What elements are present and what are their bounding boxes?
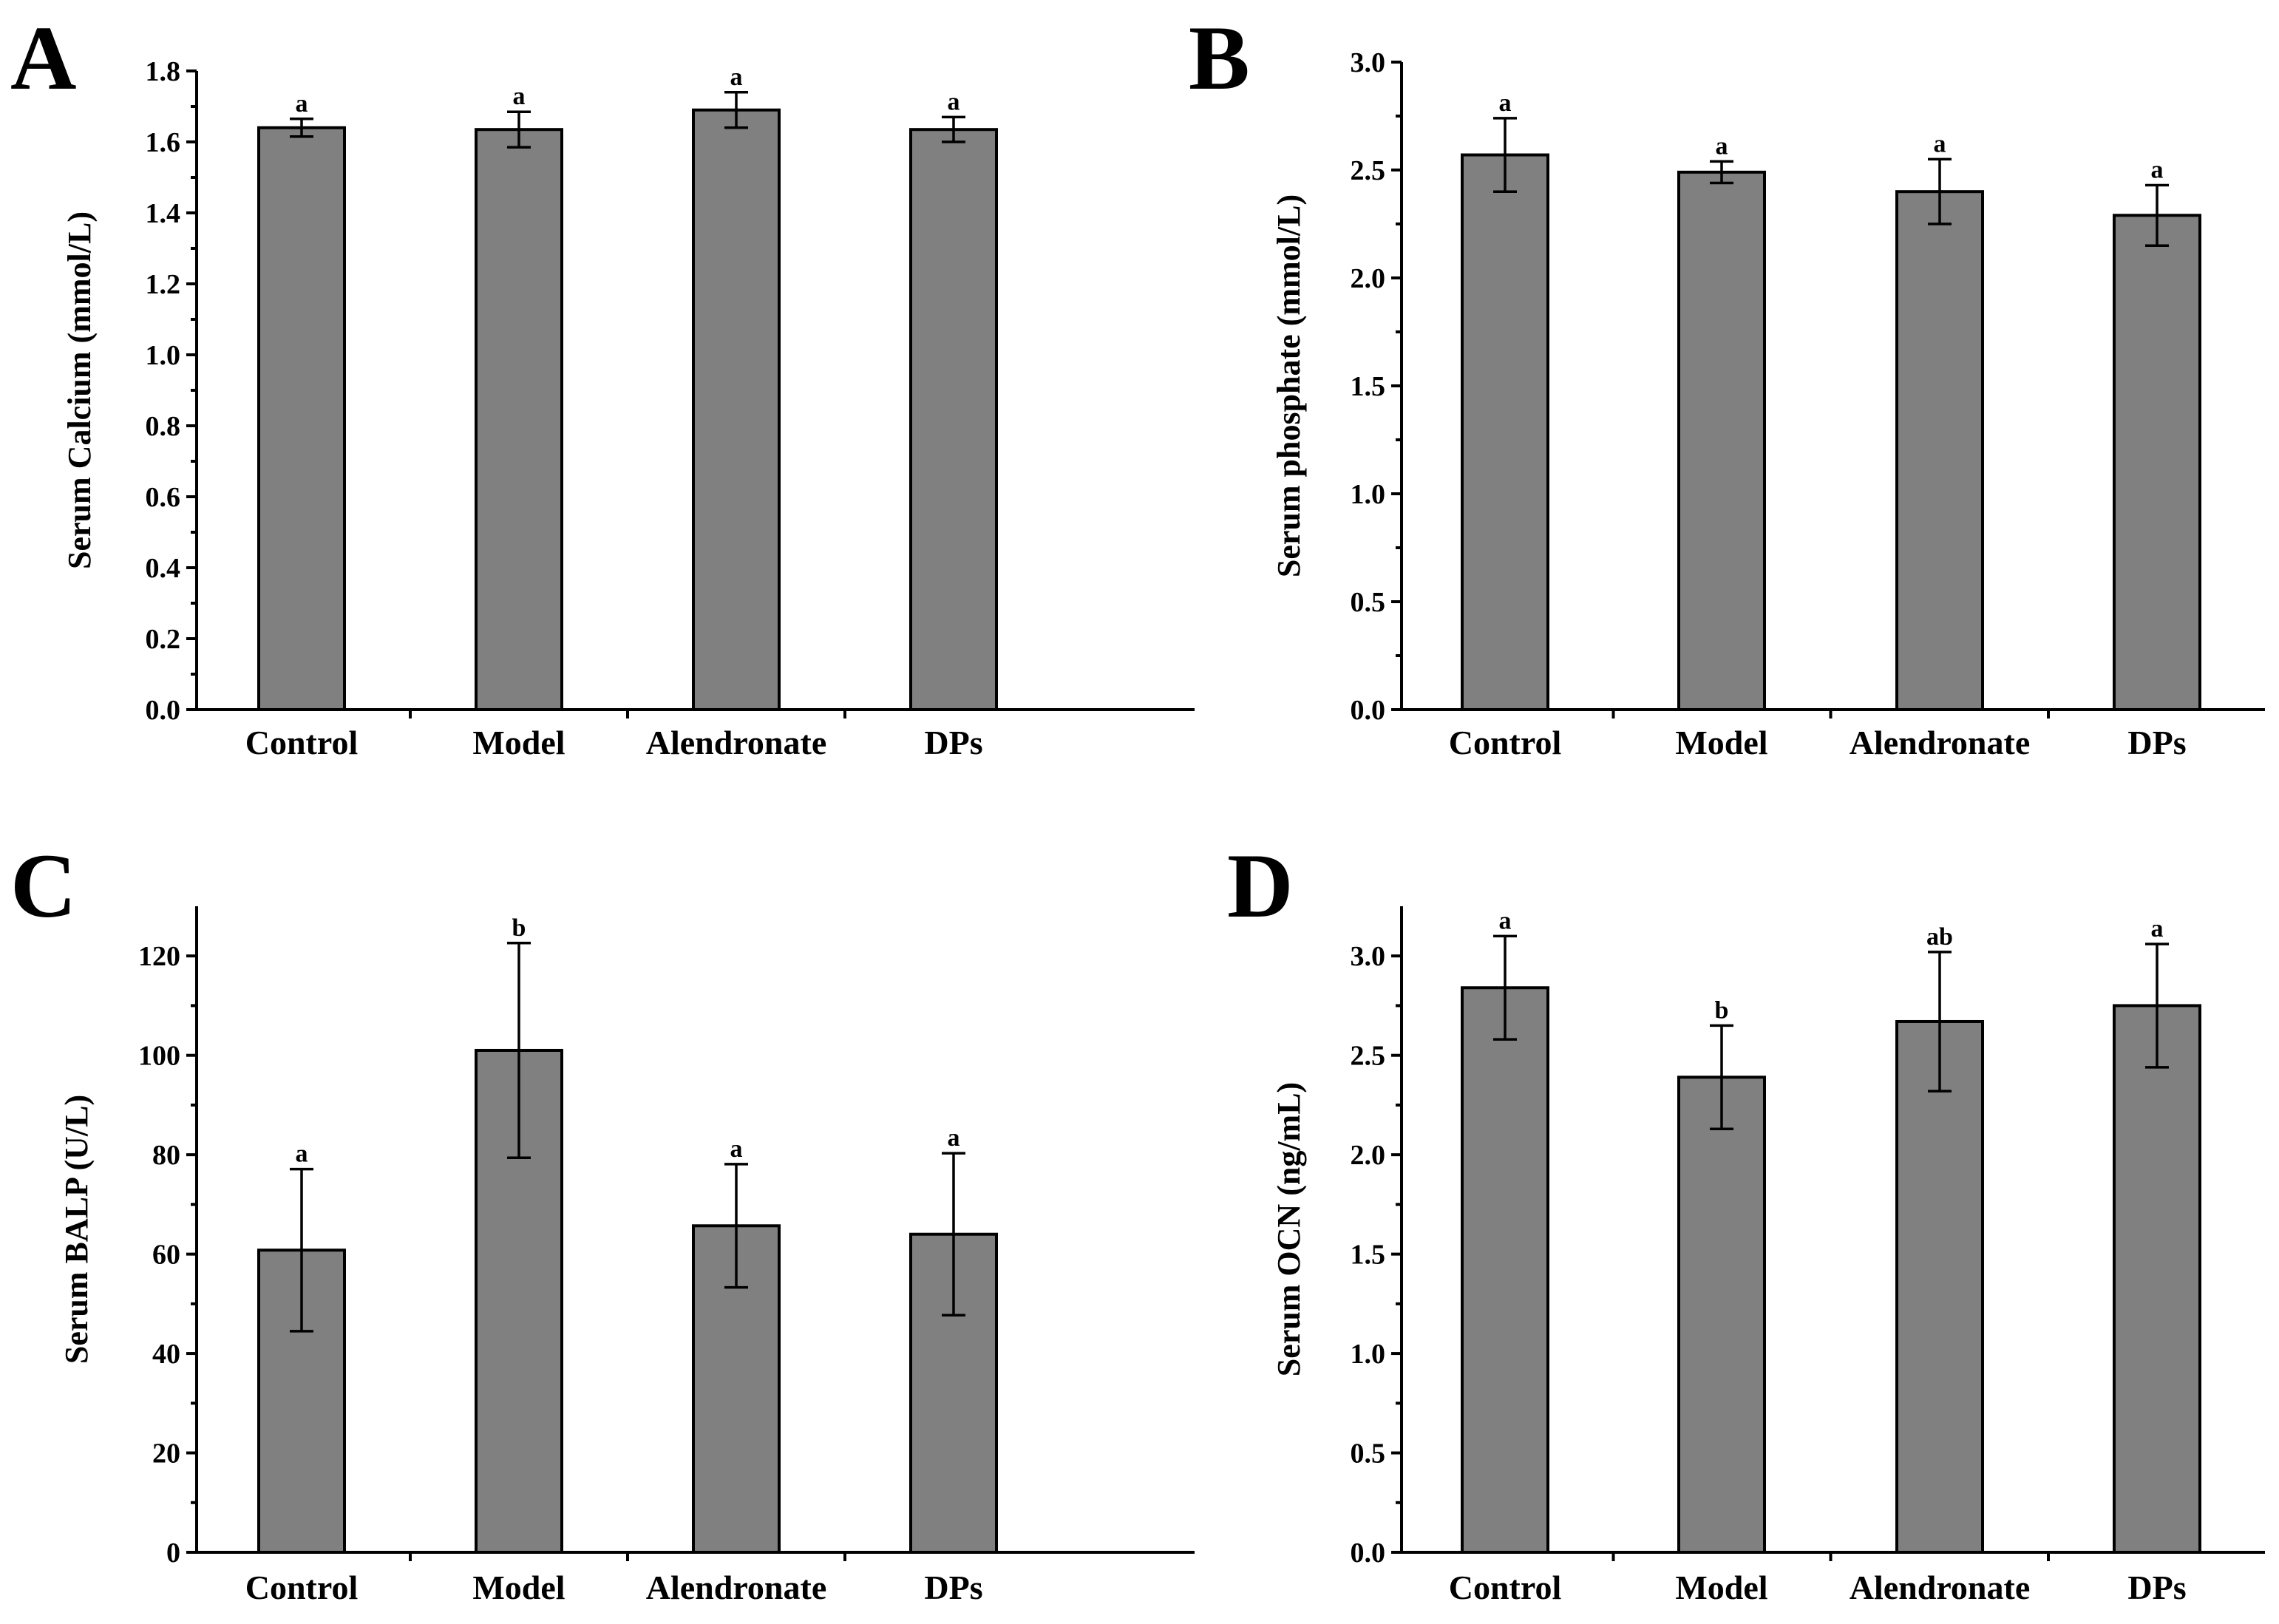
significance-label: a	[948, 1124, 960, 1152]
y-tick-label: 3.0	[1351, 47, 1386, 78]
y-tick-label: 0.4	[146, 553, 181, 584]
bar	[1677, 1076, 1766, 1554]
significance-label: a	[2151, 156, 2164, 183]
significance-label: a	[1499, 907, 1512, 934]
category-label: Model	[1675, 724, 1767, 761]
significance-label: a	[730, 1135, 743, 1163]
y-tick-label: 1.8	[146, 56, 181, 87]
panel-c: C 0 20 40 60 80 100 120 Serum BALP (U/L) a Control…	[10, 835, 1195, 1606]
category-label: Control	[1449, 1569, 1562, 1606]
category-label: Model	[472, 724, 565, 761]
significance-label: a	[2151, 915, 2164, 942]
y-tick-label: 100	[138, 1041, 180, 1072]
y-tick-label: 1.5	[1351, 371, 1386, 402]
category-label: Model	[472, 1569, 565, 1606]
significance-label: a	[1934, 130, 1946, 157]
y-tick-label: 0	[166, 1538, 180, 1569]
y-tick-label: 0.0	[1351, 695, 1386, 726]
bar	[257, 126, 346, 712]
significance-label: a	[296, 1141, 308, 1168]
y-tick-label: 60	[152, 1240, 180, 1271]
significance-label: a	[948, 88, 960, 115]
bar	[2113, 1004, 2201, 1554]
significance-label: b	[512, 914, 526, 942]
bar	[1895, 1019, 1984, 1554]
y-tick-label: 2.5	[1351, 155, 1386, 186]
y-tick-label: 0.8	[146, 411, 181, 442]
y-tick-label: 0.6	[146, 482, 181, 513]
bar	[909, 128, 998, 711]
y-axis-title: Serum Calcium (mmol/L)	[61, 211, 98, 569]
y-tick-label: 1.0	[1351, 479, 1386, 510]
significance-label: b	[1715, 996, 1729, 1024]
y-tick-label: 120	[138, 941, 180, 972]
significance-label: a	[1499, 89, 1512, 117]
y-tick-label: 1.0	[146, 340, 181, 371]
significance-label: ab	[1926, 923, 1953, 951]
bar	[692, 108, 781, 712]
significance-label: a	[513, 83, 526, 110]
y-axis-title: Serum BALP (U/L)	[58, 1095, 95, 1364]
significance-label: a	[1716, 132, 1728, 160]
y-tick-label: 0.5	[1351, 587, 1386, 618]
category-label: DPs	[2127, 724, 2186, 761]
y-tick-label: 2.0	[1351, 263, 1386, 294]
panel-b: B 0.0 0.5 1.0 1.5 2.0 2.5 3.0 Serum phosphate (m…	[1189, 7, 2265, 761]
bar	[475, 128, 563, 711]
y-tick-label: 0.2	[146, 624, 181, 655]
y-axis-title: Serum OCN (ng/mL)	[1271, 1082, 1307, 1376]
category-label: DPs	[2127, 1569, 2186, 1606]
panel-d: D 0.0 0.5 1.0 1.5 2.0 2.5 3.0 Serum OCN (ng/mL) a…	[1227, 835, 2265, 1606]
y-tick-label: 1.5	[1351, 1240, 1386, 1271]
panel-letter: B	[1189, 7, 1250, 109]
significance-label: a	[730, 64, 743, 91]
bar	[475, 1048, 563, 1554]
y-tick-label: 3.0	[1351, 941, 1386, 972]
category-label: Control	[1449, 724, 1562, 761]
panel-letter: D	[1227, 835, 1294, 937]
bar	[2113, 214, 2201, 711]
category-label: DPs	[924, 724, 982, 761]
y-tick-label: 20	[152, 1438, 180, 1470]
y-tick-label: 1.6	[146, 127, 181, 158]
y-tick-label: 2.5	[1351, 1041, 1386, 1072]
y-tick-label: 0.0	[1351, 1538, 1386, 1569]
bar	[1461, 153, 1549, 711]
category-label: Control	[245, 724, 359, 761]
y-tick-label: 0.0	[146, 695, 181, 726]
significance-label: a	[296, 90, 308, 118]
y-tick-label: 2.0	[1351, 1140, 1386, 1171]
category-label: Control	[245, 1569, 359, 1606]
y-tick-label: 1.0	[1351, 1339, 1386, 1370]
bar	[1895, 190, 1984, 711]
category-label: Alendronate	[1850, 724, 2031, 761]
y-tick-label: 40	[152, 1339, 180, 1370]
panel-letter: C	[10, 835, 77, 937]
y-axis-title: Serum phosphate (mmol/L)	[1271, 194, 1307, 577]
y-tick-label: 1.2	[146, 269, 181, 300]
category-label: Alendronate	[646, 724, 827, 761]
bar	[692, 1224, 781, 1554]
y-tick-label: 80	[152, 1140, 180, 1171]
panel-a: A 0.0 0.2 0.4 0.6 0.8 1.0 1.2 1.4 1.6 1.8 Serum Cal…	[10, 7, 1195, 761]
category-label: Model	[1675, 1569, 1767, 1606]
panel-letter: A	[10, 7, 77, 109]
category-label: DPs	[924, 1569, 982, 1606]
category-label: Alendronate	[1850, 1569, 2031, 1606]
bar	[1461, 986, 1549, 1554]
y-tick-label: 0.5	[1351, 1438, 1386, 1470]
y-tick-label: 1.4	[146, 198, 181, 229]
category-label: Alendronate	[646, 1569, 827, 1606]
bar	[1677, 170, 1766, 712]
